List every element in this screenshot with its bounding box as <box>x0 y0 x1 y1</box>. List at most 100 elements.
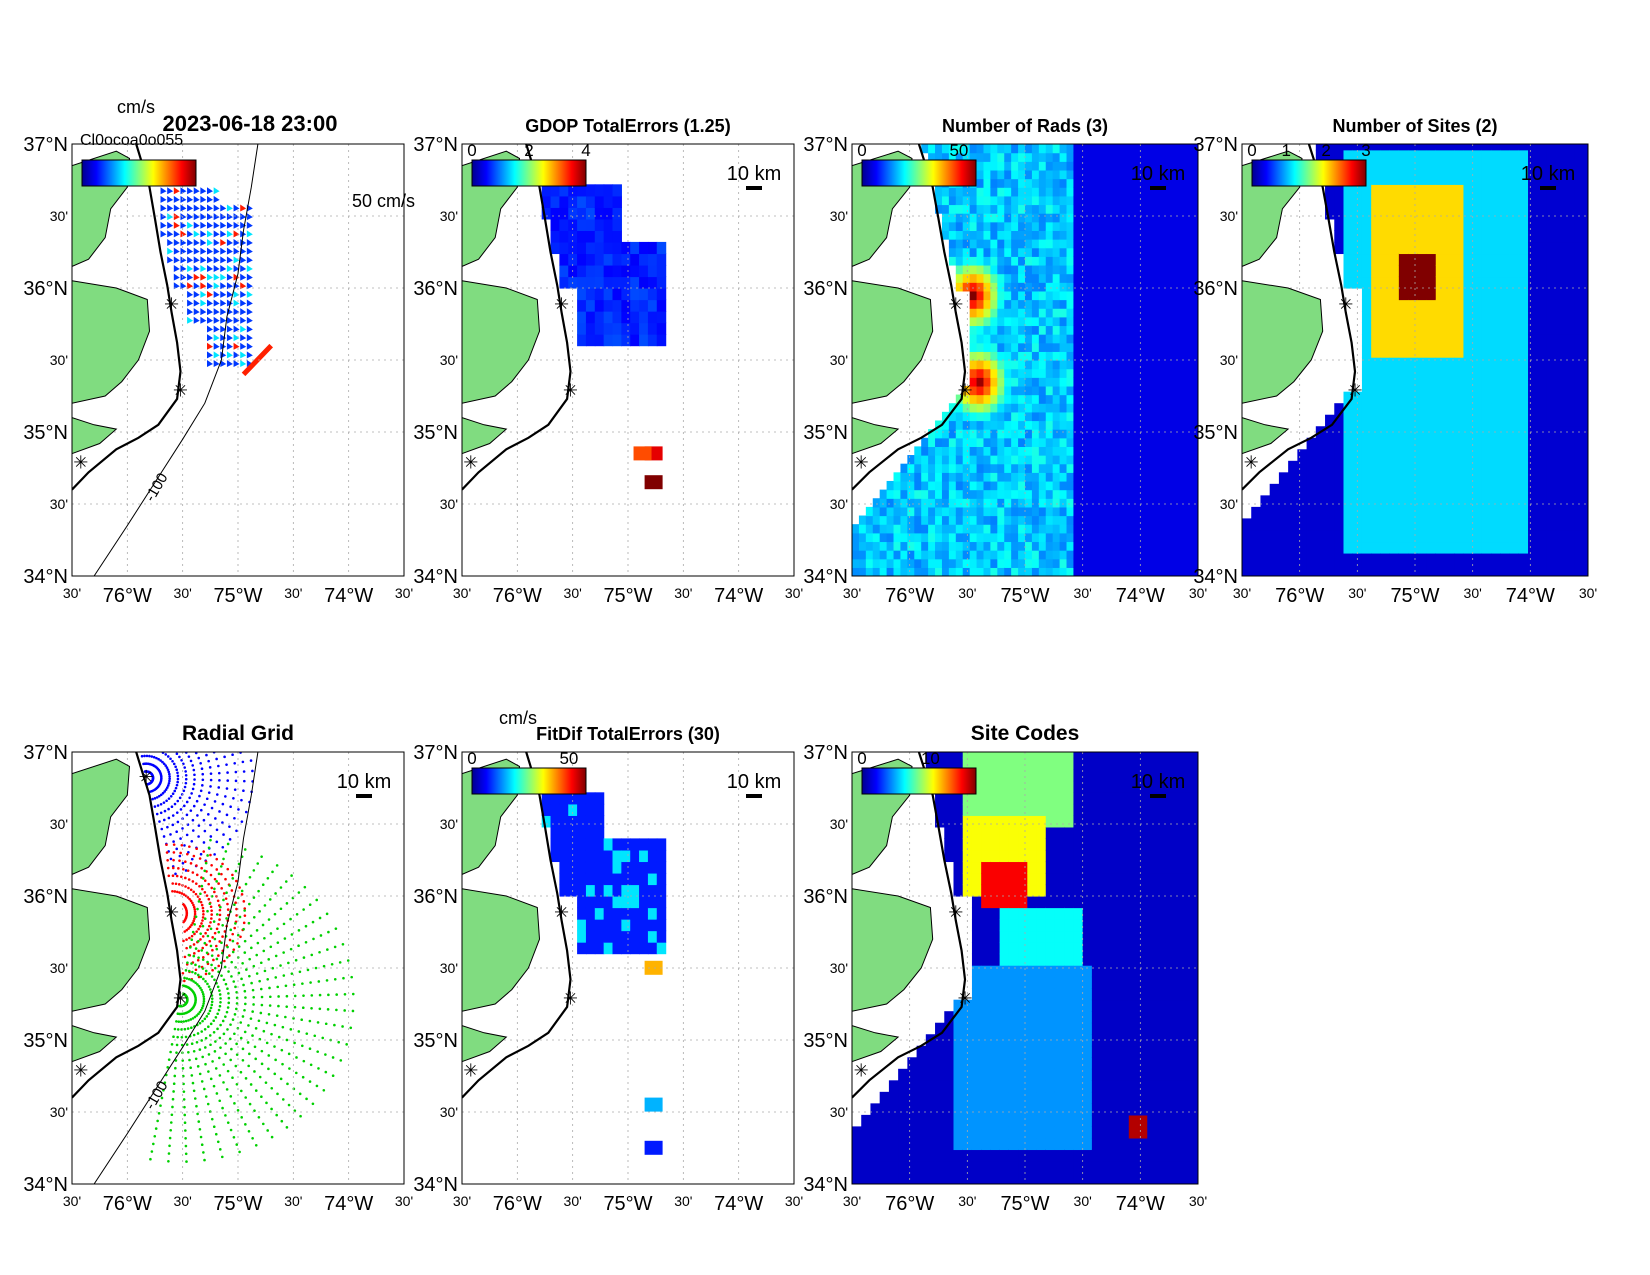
nrads-cell <box>1177 308 1185 318</box>
nrads-cell <box>1004 213 1012 223</box>
fitdif-cell <box>612 896 622 909</box>
nrads-cell <box>1128 472 1137 482</box>
nsites-cell <box>1583 184 1588 197</box>
nsites-cell <box>1454 368 1465 381</box>
radial-grid-point <box>343 992 347 996</box>
fitdif-cell <box>647 838 658 851</box>
nsites-cell <box>1278 495 1289 508</box>
nrads-cell <box>1087 480 1095 491</box>
gdop-cell <box>603 288 614 301</box>
velocity-vector <box>226 325 233 333</box>
radial-grid-point <box>277 995 280 998</box>
radial-grid-point <box>191 829 195 832</box>
nsites-cell <box>1481 403 1492 416</box>
nsites-cell <box>1325 437 1335 450</box>
nsites-cell <box>1463 506 1474 519</box>
radial-grid-point <box>180 758 183 762</box>
nsites-cell <box>1574 506 1584 519</box>
radial-grid-point <box>169 1128 173 1132</box>
nrads-cell <box>969 247 978 257</box>
fitdif-cell <box>577 826 587 839</box>
nsites-cell <box>1435 230 1446 243</box>
nrads-cell <box>1073 351 1081 361</box>
radial-grid-point <box>174 872 177 876</box>
nrads-cell <box>1142 161 1151 171</box>
nsites-cell <box>1537 264 1548 278</box>
nrads-cell <box>948 437 957 447</box>
nsites-cell <box>1408 368 1418 381</box>
nrads-cell <box>1135 221 1144 231</box>
radial-grid-point <box>176 799 180 803</box>
fitdif-cell <box>630 849 640 863</box>
radial-grid-point <box>223 965 227 969</box>
nsites-cell <box>1334 449 1345 462</box>
nrads-cell <box>1025 498 1033 508</box>
nrads-cell <box>914 489 922 499</box>
nrads-cell <box>1038 256 1047 266</box>
velocity-vector <box>187 230 194 238</box>
nrads-cell <box>1170 282 1178 292</box>
nrads-cell <box>941 221 950 231</box>
lon-tick-label: 74°W <box>714 585 763 607</box>
radial-grid-point <box>167 807 170 811</box>
nrads-cell <box>962 256 971 266</box>
radar-site-marker: ✳ <box>563 381 578 401</box>
nsites-cell <box>1371 403 1381 416</box>
radial-grid-point <box>229 1128 233 1132</box>
nrads-cell <box>1087 506 1095 517</box>
nrads-cell <box>976 204 985 214</box>
nsites-cell <box>1444 564 1455 576</box>
nsites-cell <box>1564 460 1575 473</box>
nsites-cell <box>1537 161 1548 174</box>
nrads-cell <box>1184 550 1192 560</box>
nrads-cell <box>1121 446 1130 456</box>
radial-grid-point <box>159 802 163 806</box>
radial-grid-point <box>194 892 198 896</box>
nrads-cell <box>1087 429 1095 439</box>
radial-grid-point <box>304 940 308 944</box>
nrads-cell <box>1135 532 1144 543</box>
nrads-cell <box>1177 195 1185 206</box>
nsites-cell <box>1288 541 1298 554</box>
fitdif-cell <box>630 907 640 920</box>
radial-grid-point <box>198 897 201 901</box>
fitdif-cell <box>630 861 640 874</box>
nrads-cell <box>1066 463 1075 473</box>
nsites-cell <box>1398 184 1409 197</box>
nrads-cell <box>962 480 971 491</box>
gdop-cell <box>656 322 667 335</box>
nrads-cell <box>1128 213 1137 223</box>
radial-grid-point <box>195 1104 198 1108</box>
nrads-cell <box>1004 256 1012 266</box>
nrads-cell <box>1114 463 1123 473</box>
nsites-cell <box>1343 506 1354 519</box>
nrads-cell <box>1177 178 1185 188</box>
nrads-cell <box>1087 368 1095 378</box>
gdop-cell <box>577 195 587 208</box>
nsites-cell <box>1564 449 1575 462</box>
nrads-cell <box>858 558 867 568</box>
nrads-cell <box>1184 437 1192 447</box>
nrads-cell <box>969 221 978 231</box>
land-area <box>462 280 541 404</box>
nsites-cell <box>1361 230 1372 243</box>
radial-grid-point <box>235 1007 238 1011</box>
nrads-cell <box>1163 264 1171 275</box>
radial-grid-point <box>195 1014 199 1017</box>
nrads-cell <box>1094 239 1102 249</box>
radial-grid-point <box>283 937 287 940</box>
fitdif-cell <box>577 942 587 955</box>
nsites-cell <box>1389 483 1400 496</box>
nrads-cell <box>1177 532 1185 543</box>
gdop-cell <box>541 207 552 220</box>
nsites-cell <box>1371 460 1381 473</box>
lon-tick-label: 30' <box>63 585 81 601</box>
radial-grid-point <box>193 908 197 911</box>
nsites-cell <box>1491 472 1501 485</box>
radial-grid-point <box>180 793 184 796</box>
nrads-cell <box>1135 394 1144 404</box>
velocity-vector <box>173 213 180 221</box>
radial-grid-point <box>194 968 198 972</box>
nrads-cell <box>1149 187 1158 197</box>
nsites-cell <box>1315 495 1326 508</box>
